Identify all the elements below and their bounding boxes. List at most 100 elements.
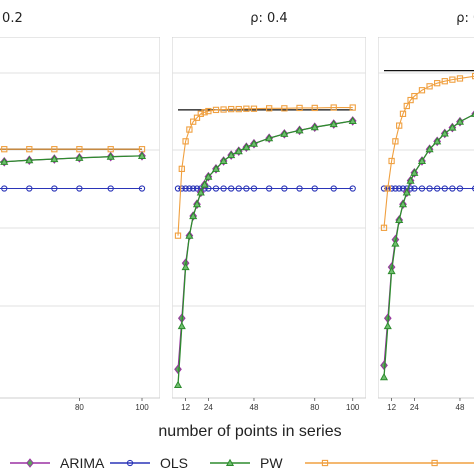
chart-panels: 80 100 ρ: 0.2 12 24 48 80 100 ρ: 0.4 12 24 48 ρ: 0.6 [0,0,474,412]
series-markers [380,110,474,371]
legend-marker [431,459,438,467]
data-point [472,185,474,192]
data-point [281,105,288,112]
data-point [406,176,415,184]
data-point [228,185,235,192]
data-point [200,180,209,188]
legend-marker [321,459,329,467]
data-point [228,105,235,113]
series-markers [380,185,474,192]
data-point [396,122,403,129]
data-point [379,372,389,381]
data-point [243,105,250,112]
series-line-arima [0,155,143,163]
data-point [51,146,58,153]
data-point [26,185,33,192]
data-point [186,185,193,192]
data-point [193,114,201,121]
panel-1: 80 100 ρ: 0.2 [0,0,160,412]
data-point [177,321,186,330]
data-point [449,76,456,83]
data-point [426,185,433,192]
data-point [311,185,318,192]
data-point [192,199,202,208]
data-point [219,156,228,165]
data-point [399,185,407,192]
data-point [348,116,357,124]
data-point [418,185,426,192]
data-point [434,185,441,192]
data-point [296,185,303,192]
data-point [138,185,146,192]
panel-title: ρ: 0.2 [0,11,23,26]
series-markers [174,104,356,239]
data-point [407,96,414,104]
data-point [265,133,274,142]
data-point [26,146,33,153]
data-point [380,360,388,371]
data-point [433,137,442,145]
data-point [296,104,303,112]
data-point [178,165,185,172]
x-tick-label: 80 [310,403,319,412]
data-point [51,185,58,192]
data-point [76,146,83,153]
panel-title-strip [378,0,474,37]
legend-marker [126,459,134,467]
data-point [1,185,8,192]
data-point [201,109,208,116]
data-point [220,185,227,192]
data-point [174,232,182,239]
panel-title: ρ: 0.4 [250,11,287,26]
data-point [205,107,212,115]
legend-marker [26,458,34,468]
data-point [106,152,115,160]
data-point [455,117,465,125]
panel-3: 12 24 48 ρ: 0.6 [378,0,474,412]
data-point [196,188,205,196]
data-point [388,157,395,165]
data-point [281,185,288,192]
data-point [249,139,259,147]
data-point [220,106,227,113]
data-point [76,185,83,192]
data-point [235,105,242,113]
data-point [178,185,185,192]
data-point [197,110,204,117]
data-point [434,80,441,87]
data-point [280,129,289,137]
data-point [456,185,464,192]
data-point [25,155,34,164]
x-tick-label: 12 [387,403,396,412]
data-point [417,156,427,165]
data-point [75,153,84,161]
x-tick-label: 48 [456,403,465,412]
data-point [266,105,273,112]
series-markers [174,116,357,375]
data-point [227,150,236,159]
data-point [204,172,213,180]
data-point [212,185,220,192]
x-tick-label: 24 [204,403,213,412]
series-line-series-4 [177,106,353,236]
data-point [186,126,193,133]
data-point [181,262,190,271]
data-point [425,144,434,153]
series-line-pw [177,120,353,386]
data-point [295,126,304,134]
data-point [212,106,220,114]
data-point [391,239,400,247]
data-point [441,78,448,85]
data-point [193,185,201,192]
data-point [383,321,392,330]
data-point [380,224,388,231]
legend: ARIMA OLS PW [10,455,474,471]
data-point [250,185,258,192]
data-point [449,185,456,192]
data-point [234,146,243,155]
data-point [403,102,410,110]
data-point [402,188,411,196]
series-line-series-4 [383,75,474,228]
data-point [243,185,250,192]
